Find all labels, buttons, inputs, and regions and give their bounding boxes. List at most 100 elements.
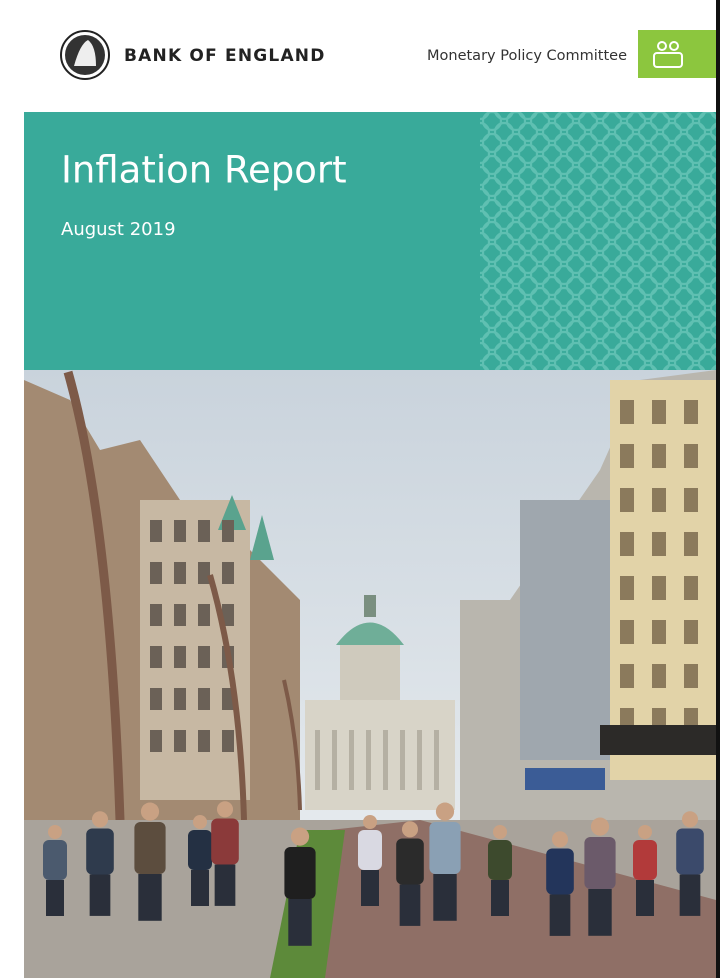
window: [620, 488, 634, 512]
window: [198, 730, 210, 752]
person-legs: [400, 885, 421, 926]
person-head: [402, 821, 418, 837]
cover-photo: [24, 370, 716, 978]
window: [620, 532, 634, 556]
window: [222, 520, 234, 542]
window: [684, 488, 698, 512]
window: [684, 532, 698, 556]
person-legs: [191, 870, 209, 906]
person-head: [193, 815, 207, 829]
window: [684, 620, 698, 644]
person-body: [134, 822, 165, 874]
person-body: [211, 819, 239, 865]
person-head: [638, 825, 652, 839]
person-head: [591, 818, 609, 836]
window: [652, 664, 666, 688]
window: [620, 400, 634, 424]
person-legs: [491, 880, 509, 916]
person-body: [488, 840, 512, 880]
committee-name: Monetary Policy Committee: [427, 48, 627, 64]
city-hall-lantern: [364, 595, 376, 617]
person-head: [141, 803, 159, 821]
report-title: Inflation Report: [61, 149, 347, 192]
person-legs: [46, 880, 64, 916]
window: [198, 646, 210, 668]
window: [150, 646, 162, 668]
column: [383, 730, 388, 790]
person-legs: [680, 875, 701, 916]
window: [684, 400, 698, 424]
person-head: [291, 828, 309, 846]
window: [684, 576, 698, 600]
person-body: [284, 847, 315, 899]
window: [174, 688, 186, 710]
brand-name: BANK OF ENGLAND: [124, 46, 326, 66]
window: [684, 444, 698, 468]
person-body: [188, 830, 212, 870]
city-hall-drum: [340, 640, 400, 700]
person-body: [546, 849, 574, 895]
person-body: [86, 829, 114, 875]
page: BANK OF ENGLAND Monetary Policy Committe…: [0, 0, 720, 978]
person-body: [429, 822, 460, 874]
column: [400, 730, 405, 790]
cover-page: BANK OF ENGLAND Monetary Policy Committe…: [0, 0, 720, 978]
window: [198, 520, 210, 542]
column: [366, 730, 371, 790]
person-legs: [588, 889, 611, 936]
person-body: [396, 839, 424, 885]
window: [652, 620, 666, 644]
person-body: [43, 840, 67, 880]
column: [349, 730, 354, 790]
window: [652, 444, 666, 468]
column: [417, 730, 422, 790]
window: [222, 562, 234, 584]
person-legs: [138, 874, 161, 921]
window: [174, 562, 186, 584]
person-legs: [550, 895, 571, 936]
report-date: August 2019: [61, 219, 176, 240]
window: [652, 400, 666, 424]
window: [222, 730, 234, 752]
window: [620, 576, 634, 600]
window: [620, 620, 634, 644]
edge-line: [716, 0, 720, 978]
window: [174, 730, 186, 752]
window: [150, 688, 162, 710]
window: [652, 532, 666, 556]
person-head: [48, 825, 62, 839]
window: [198, 562, 210, 584]
window: [174, 604, 186, 626]
person-head: [92, 811, 108, 827]
person-legs: [215, 865, 236, 906]
window: [684, 664, 698, 688]
window: [198, 604, 210, 626]
pattern-panel: [480, 112, 716, 370]
person-legs: [433, 874, 456, 921]
shop-sign: [525, 768, 605, 790]
window: [198, 688, 210, 710]
window: [174, 646, 186, 668]
person-head: [436, 803, 454, 821]
glass-block: [520, 500, 610, 760]
city-hall: [305, 700, 455, 810]
person-head: [552, 831, 568, 847]
window: [174, 520, 186, 542]
person-legs: [288, 899, 311, 946]
person-head: [682, 811, 698, 827]
person-head: [363, 815, 377, 829]
window: [150, 604, 162, 626]
person-body: [633, 840, 657, 880]
column: [315, 730, 320, 790]
logo: [61, 31, 109, 79]
person-body: [358, 830, 382, 870]
window: [150, 730, 162, 752]
column: [434, 730, 439, 790]
window: [620, 444, 634, 468]
person-legs: [361, 870, 379, 906]
shop-sign: [600, 725, 716, 755]
window: [150, 520, 162, 542]
person-legs: [90, 875, 111, 916]
person-body: [676, 829, 704, 875]
window: [620, 664, 634, 688]
